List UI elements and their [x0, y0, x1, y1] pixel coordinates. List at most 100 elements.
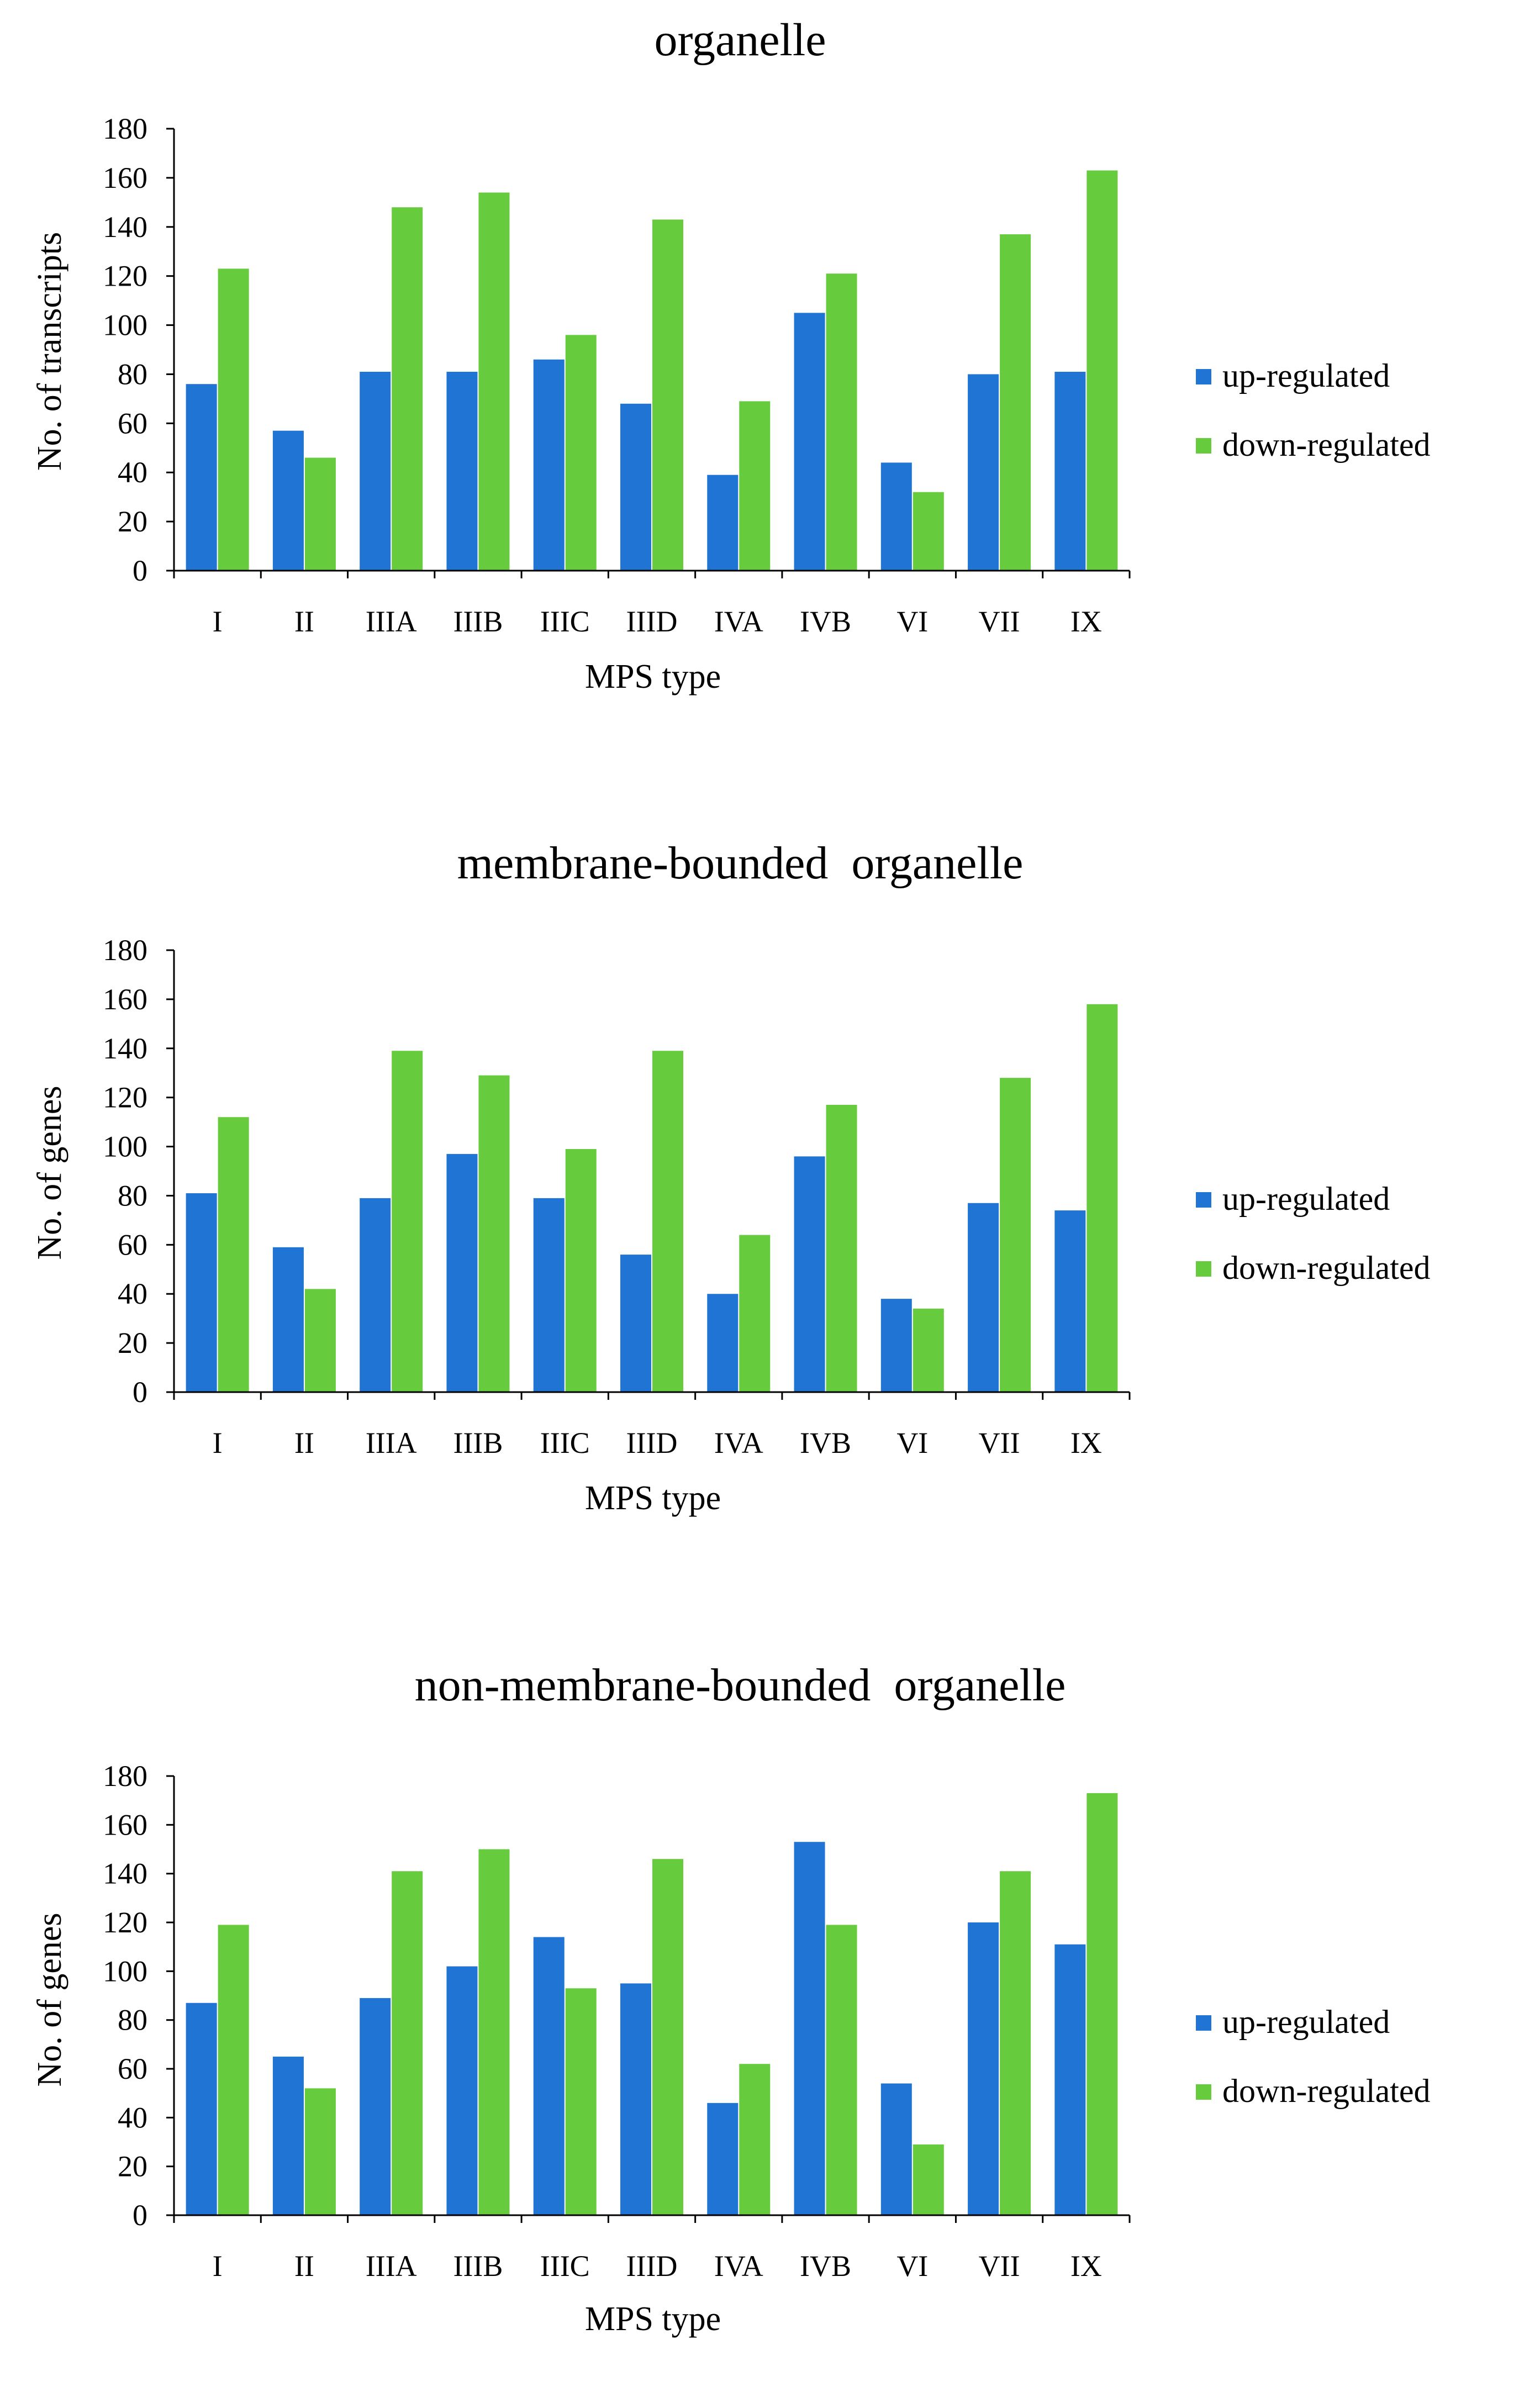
- y-tick-label: 140: [103, 1032, 147, 1065]
- x-tick-label: IIIB: [453, 2249, 503, 2283]
- x-tick-label: IX: [1070, 2249, 1102, 2283]
- x-tick-label: VII: [979, 605, 1020, 638]
- x-tick-label: IIID: [626, 2249, 678, 2283]
- bar-down-IIID: [652, 1859, 683, 2215]
- legend: up-regulated down-regulated: [1196, 357, 1431, 463]
- bar-down-I: [218, 268, 249, 571]
- x-tick-label: IVA: [714, 605, 763, 638]
- bar-up-IVB: [794, 1842, 825, 2215]
- y-tick-label: 20: [118, 1326, 147, 1360]
- y-tick-label: 80: [118, 357, 147, 391]
- bar-up-I: [186, 1193, 217, 1392]
- x-tick-label: II: [294, 1426, 314, 1459]
- bar-up-IIIC: [533, 359, 565, 571]
- bar-up-IVA: [707, 475, 739, 571]
- y-tick-label: 160: [103, 161, 147, 194]
- y-tick-label: 20: [118, 2150, 147, 2183]
- bar-up-IIIA: [360, 372, 391, 571]
- bar-down-IIIB: [478, 1849, 510, 2215]
- bar-up-IIID: [620, 1983, 651, 2215]
- bar-down-IIIC: [565, 1149, 597, 1392]
- bar-up-IX: [1054, 372, 1086, 571]
- y-tick-label: 40: [118, 1277, 147, 1310]
- y-tick-label: 60: [118, 1228, 147, 1261]
- chart-title: organelle: [655, 14, 826, 66]
- y-tick-label: 0: [133, 554, 147, 587]
- x-tick-label: VI: [896, 605, 928, 638]
- y-tick-label: 120: [103, 260, 147, 293]
- y-tick-label: 40: [118, 2101, 147, 2134]
- bar-down-VI: [913, 2144, 944, 2215]
- bar-up-IIIB: [446, 1966, 478, 2215]
- x-tick-label: IIIA: [366, 1426, 417, 1459]
- bar-up-VII: [968, 1203, 999, 1392]
- bar-up-IIID: [620, 403, 651, 571]
- bar-down-IIIA: [392, 207, 423, 571]
- x-tick-label: IVA: [714, 2249, 763, 2283]
- bar-up-I: [186, 2003, 217, 2215]
- x-tick-label: IIID: [626, 1426, 678, 1459]
- y-tick-label: 120: [103, 1906, 147, 1939]
- legend: up-regulated down-regulated: [1196, 1181, 1431, 1286]
- legend-label-down: down-regulated: [1222, 2073, 1431, 2109]
- legend-swatch-up: [1196, 1192, 1211, 1208]
- bar-down-IIIC: [565, 335, 597, 571]
- x-tick-label: II: [294, 605, 314, 638]
- x-tick-label: IIIB: [453, 1426, 503, 1459]
- bar-down-I: [218, 1117, 249, 1392]
- bar-up-II: [272, 1247, 304, 1392]
- bar-up-IVA: [707, 2103, 739, 2215]
- y-tick-label: 180: [103, 1759, 147, 1793]
- bar-up-IIIA: [360, 1998, 391, 2215]
- y-tick-label: 140: [103, 1857, 147, 1890]
- x-tick-label: VI: [896, 1426, 928, 1459]
- x-tick-label: IX: [1070, 605, 1102, 638]
- bar-down-IIIC: [565, 1988, 597, 2215]
- x-tick-label: VII: [979, 1426, 1020, 1459]
- legend-label-up: up-regulated: [1222, 1181, 1390, 1217]
- bar-down-II: [304, 1289, 336, 1392]
- chart-membrane-bounded-organelle: membrane-bounded organelle No. of genes …: [31, 837, 1431, 1517]
- legend: up-regulated down-regulated: [1196, 2004, 1431, 2109]
- bar-down-I: [218, 1925, 249, 2215]
- x-tick-label: VI: [896, 2249, 928, 2283]
- x-axis-title: MPS type: [585, 658, 721, 695]
- bar-down-II: [304, 457, 336, 571]
- y-tick-label: 80: [118, 2004, 147, 2037]
- bar-down-IIIA: [392, 1051, 423, 1392]
- bar-up-I: [186, 384, 217, 571]
- legend-swatch-down: [1196, 438, 1211, 454]
- bar-up-IIIC: [533, 1937, 565, 2215]
- x-tick-label: VII: [979, 2249, 1020, 2283]
- bar-up-IVB: [794, 1156, 825, 1392]
- bar-up-VII: [968, 1922, 999, 2215]
- x-tick-label: IVB: [800, 605, 851, 638]
- y-axis-title: No. of genes: [31, 1912, 68, 2086]
- bar-down-IIIB: [478, 192, 510, 571]
- bar-down-IVB: [826, 1105, 857, 1392]
- legend-swatch-up: [1196, 369, 1211, 384]
- legend-label-up: up-regulated: [1222, 2004, 1390, 2040]
- bar-up-VI: [880, 2083, 912, 2215]
- x-tick-label: IVB: [800, 1426, 851, 1459]
- y-tick-label: 0: [133, 1376, 147, 1409]
- bar-up-II: [272, 2056, 304, 2215]
- x-tick-label: IIIB: [453, 605, 503, 638]
- x-tick-label: IIIC: [540, 2249, 590, 2283]
- x-tick-label: IVA: [714, 1426, 763, 1459]
- bar-down-IVA: [739, 1235, 771, 1392]
- legend-swatch-down: [1196, 2084, 1211, 2100]
- x-tick-label: IIIA: [366, 605, 417, 638]
- bar-up-II: [272, 430, 304, 571]
- y-tick-label: 180: [103, 934, 147, 967]
- x-tick-label: II: [294, 2249, 314, 2283]
- bar-down-VI: [913, 1308, 944, 1392]
- bar-down-VI: [913, 492, 944, 571]
- bar-down-IIID: [652, 219, 683, 571]
- chart-title: membrane-bounded organelle: [457, 837, 1024, 889]
- y-tick-label: 0: [133, 2199, 147, 2232]
- bar-down-IVB: [826, 1925, 857, 2215]
